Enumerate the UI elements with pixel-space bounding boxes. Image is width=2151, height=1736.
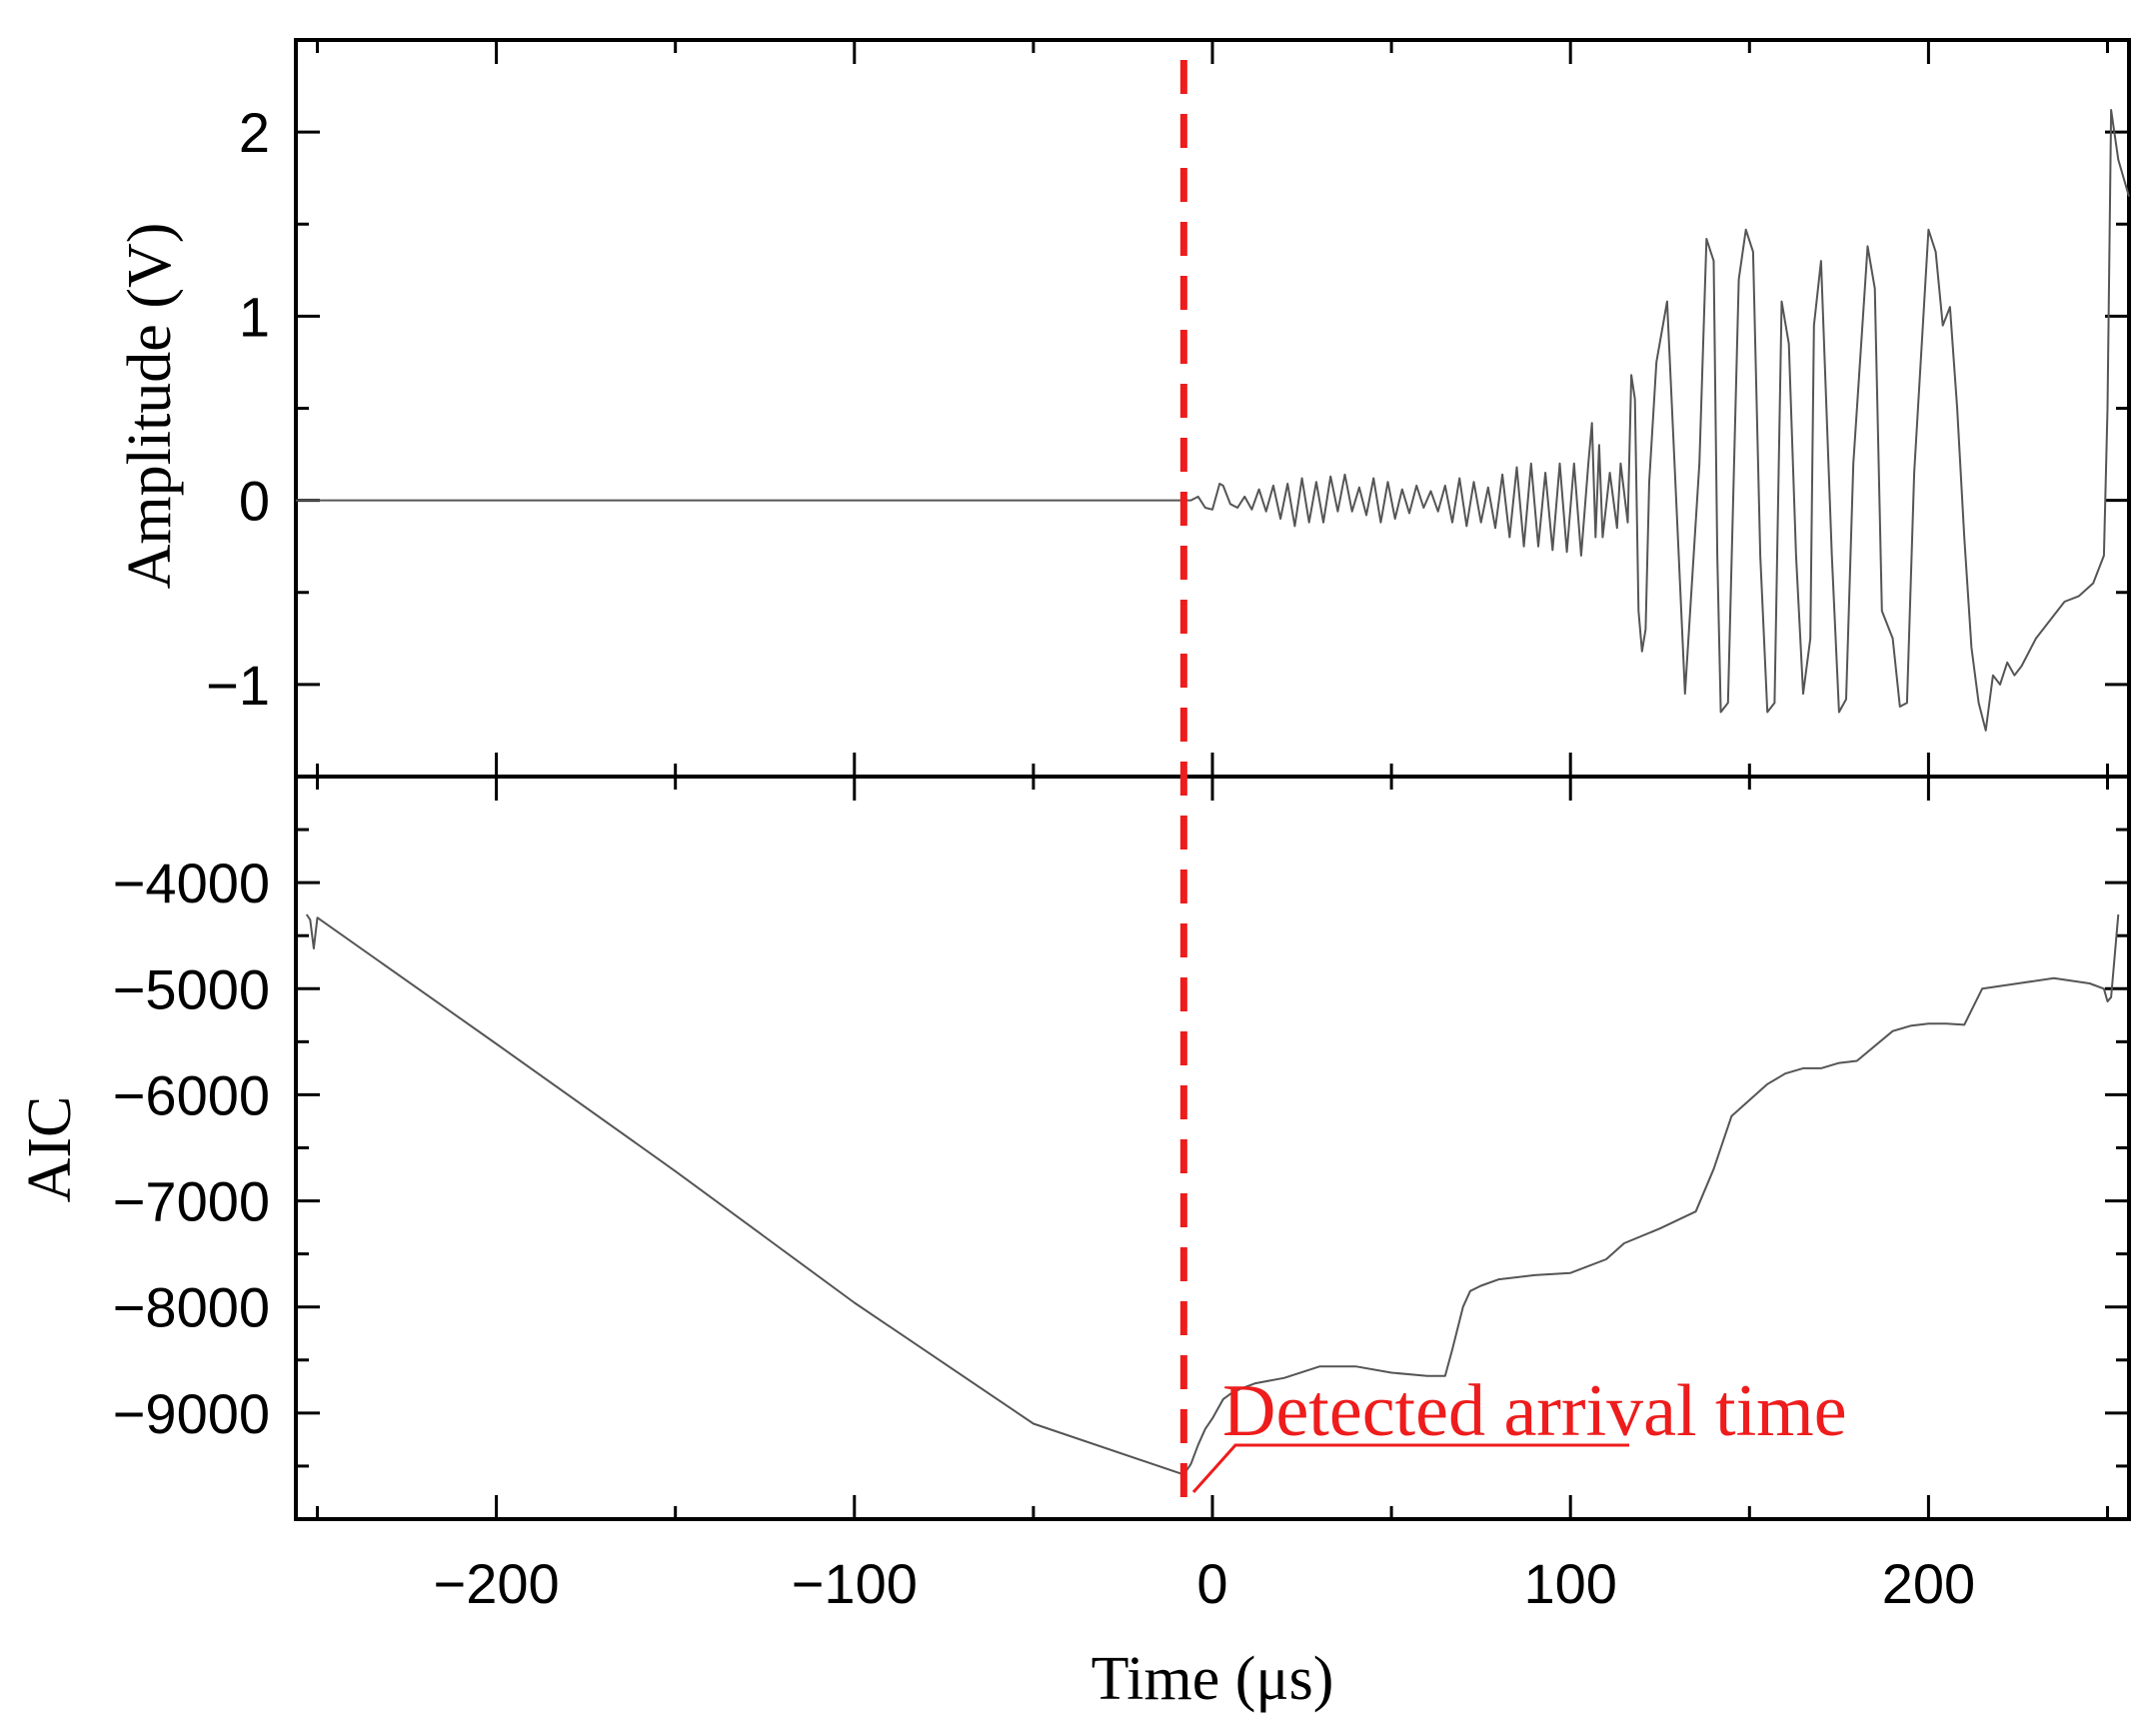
amplitude-tick-label: 0 — [239, 470, 270, 533]
time-tick-labels: −200 −100 0 100 200 — [434, 1552, 1976, 1615]
aic-tick-label: −7000 — [113, 1170, 270, 1233]
amplitude-series — [296, 109, 2130, 732]
annotation-label: Detected arrival time — [1222, 1370, 1847, 1452]
amplitude-tick-labels: −1 0 1 2 — [206, 101, 270, 717]
aic-tick-labels: −9000 −8000 −7000 −6000 −5000 −4000 — [113, 852, 270, 1445]
time-tick-label: −100 — [792, 1552, 918, 1615]
time-tick-label: 200 — [1882, 1552, 1975, 1615]
annotation-leader-line — [1191, 1443, 1629, 1493]
aic-tick-label: −8000 — [113, 1276, 270, 1339]
amplitude-tick-label: 1 — [239, 285, 270, 348]
axis-ticks — [296, 40, 2129, 1519]
time-tick-label: 0 — [1196, 1552, 1227, 1615]
aic-series — [305, 913, 2120, 1476]
amplitude-tick-label: 2 — [239, 101, 270, 164]
time-tick-label: −200 — [434, 1552, 560, 1615]
amplitude-line — [296, 109, 2130, 732]
aic-tick-label: −6000 — [113, 1063, 270, 1126]
amplitude-axis-title: Amplitude (V) — [116, 223, 184, 590]
aic-tick-label: −5000 — [113, 957, 270, 1020]
aic-tick-label: −4000 — [113, 852, 270, 914]
time-tick-label: 100 — [1523, 1552, 1616, 1615]
amplitude-tick-label: −1 — [206, 654, 270, 717]
arrival-time-annotation: Detected arrival time — [1191, 1370, 1847, 1493]
aic-line — [305, 913, 2120, 1476]
aic-tick-label: −9000 — [113, 1382, 270, 1445]
aic-axis-title: AIC — [16, 1096, 84, 1203]
time-axis-title: Time (μs) — [1091, 1645, 1334, 1713]
